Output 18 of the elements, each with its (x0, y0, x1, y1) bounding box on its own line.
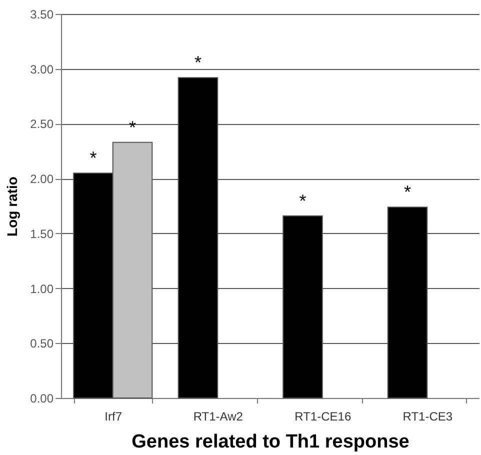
annotation: * (90, 148, 97, 168)
y-axis-title: Log ratio (4, 176, 20, 236)
x-tick-label: Irf7 (104, 410, 122, 424)
y-tick-label: 0.00 (30, 392, 54, 406)
y-tick-label: 2.00 (30, 172, 54, 186)
y-tick-label: 1.00 (30, 282, 54, 296)
x-tick-label: RT1-CE16 (294, 410, 352, 424)
annotation: * (299, 190, 306, 211)
x-axis-title: Genes related to Th1 response (132, 432, 410, 452)
y-tick-label: 0.50 (30, 336, 54, 351)
y-tick-label: 1.50 (30, 226, 54, 241)
x-tick-label: RT1-CE3 (402, 410, 453, 424)
annotation: * (404, 182, 412, 202)
annotation: * (194, 52, 202, 73)
y-tick-label: 3.50 (30, 8, 54, 22)
y-tick-label: 3.00 (30, 62, 54, 76)
y-tick-label: 2.50 (30, 117, 54, 132)
x-tick-label: RT1-Aw2 (193, 410, 244, 424)
